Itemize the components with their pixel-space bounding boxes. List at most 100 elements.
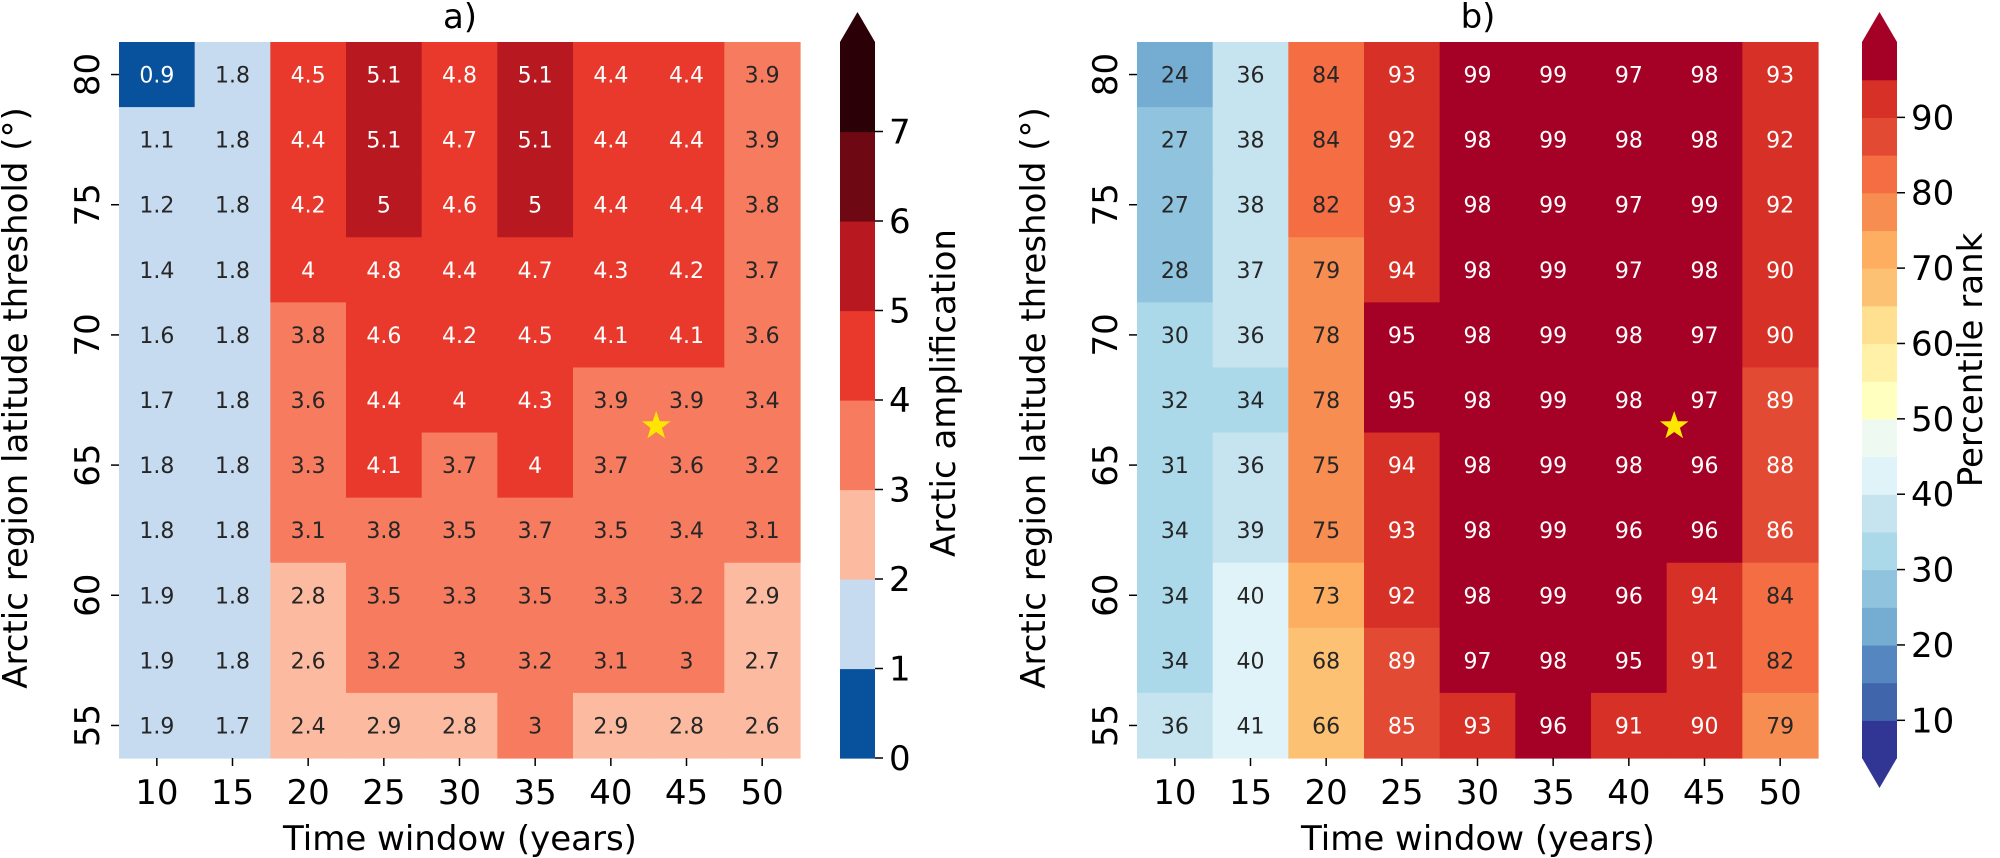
cell-value-label: 99 xyxy=(1539,389,1567,414)
panel-b-xlabel: Time window (years) xyxy=(1300,819,1655,858)
cell-value-label: 68 xyxy=(1312,649,1340,674)
heatmap-cell xyxy=(1137,692,1214,759)
y-tick-label: 70 xyxy=(1086,313,1126,356)
heatmap-cell xyxy=(1742,497,1819,564)
cell-value-label: 1.4 xyxy=(139,259,174,284)
cell-value-label: 90 xyxy=(1766,259,1794,284)
cell-value-label: 98 xyxy=(1615,454,1643,479)
colorbar-tick-label: 4 xyxy=(889,381,911,421)
cell-value-label: 3.5 xyxy=(518,584,553,609)
heatmap-cell xyxy=(1288,367,1365,434)
x-tick-label: 50 xyxy=(1759,773,1802,813)
heatmap-cell xyxy=(1666,107,1743,173)
cell-value-label: 1.8 xyxy=(215,649,250,674)
heatmap-cell xyxy=(346,627,423,694)
x-tick-label: 30 xyxy=(1456,773,1499,813)
heatmap-cell xyxy=(1288,42,1365,108)
heatmap-cell xyxy=(1439,562,1516,629)
cell-value-label: 3.8 xyxy=(291,324,326,349)
cell-value-label: 4.8 xyxy=(366,259,401,284)
cell-value-label: 3.7 xyxy=(518,519,553,544)
colorbar-segment xyxy=(840,310,875,401)
cell-value-label: 3.1 xyxy=(291,519,326,544)
cell-value-label: 3 xyxy=(680,649,694,674)
cell-value-label: 96 xyxy=(1691,519,1719,544)
cell-value-label: 99 xyxy=(1539,129,1567,154)
cell-value-label: 1.8 xyxy=(215,64,250,89)
cell-value-label: 3.1 xyxy=(593,649,628,674)
cell-value-label: 38 xyxy=(1237,194,1265,219)
colorbar-segment xyxy=(1862,494,1897,533)
heatmap-cell xyxy=(1364,562,1441,629)
heatmap-cell xyxy=(648,237,725,303)
heatmap-cell xyxy=(346,692,423,759)
x-tick-label: 40 xyxy=(589,773,632,813)
cell-value-label: 4 xyxy=(453,389,467,414)
colorbar-segment xyxy=(1862,79,1897,118)
heatmap-cell xyxy=(270,237,347,303)
cell-value-label: 82 xyxy=(1766,649,1794,674)
heatmap-cell xyxy=(1666,432,1743,499)
heatmap-cell xyxy=(421,172,498,238)
cell-value-label: 92 xyxy=(1388,129,1416,154)
colorbar-tick-label: 5 xyxy=(889,292,911,332)
cell-value-label: 4.8 xyxy=(442,64,477,89)
heatmap-cell xyxy=(573,107,650,173)
heatmap-cell xyxy=(1439,627,1516,694)
cell-value-label: 3.2 xyxy=(745,454,780,479)
heatmap-cell xyxy=(1288,107,1365,173)
colorbar-segment xyxy=(1862,230,1897,269)
cell-value-label: 4.4 xyxy=(442,259,477,284)
cell-value-label: 1.6 xyxy=(139,324,174,349)
heatmap-cell xyxy=(724,497,801,564)
heatmap-cell xyxy=(194,107,271,173)
heatmap-cell xyxy=(421,42,498,108)
colorbar-segment xyxy=(1862,268,1897,307)
heatmap-cell xyxy=(1364,432,1441,499)
colorbar-tick-label: 20 xyxy=(1911,626,1954,666)
cell-value-label: 5.1 xyxy=(518,129,553,154)
heatmap-cell xyxy=(573,692,650,759)
cell-value-label: 36 xyxy=(1237,64,1265,89)
heatmap-cell xyxy=(1666,42,1743,108)
heatmap-cell xyxy=(270,497,347,564)
heatmap-cell xyxy=(573,562,650,629)
cell-value-label: 2.9 xyxy=(593,714,628,739)
heatmap-cell xyxy=(119,302,196,369)
heatmap-cell xyxy=(573,302,650,369)
heatmap-cell xyxy=(648,432,725,499)
heatmap-cell xyxy=(1137,627,1214,694)
heatmap-cell xyxy=(497,172,574,238)
panel-b-colorbar: 10 20 30 40 50 60 70 80 90 xyxy=(1862,12,1954,788)
cell-value-label: 3.6 xyxy=(291,389,326,414)
colorbar-tick-label: 1 xyxy=(889,650,911,690)
cell-value-label: 99 xyxy=(1464,64,1492,89)
cell-value-label: 36 xyxy=(1161,714,1189,739)
heatmap-cell xyxy=(1212,42,1289,108)
x-tick-label: 25 xyxy=(362,773,405,813)
heatmap-cell xyxy=(1288,627,1365,694)
cell-value-label: 99 xyxy=(1539,259,1567,284)
heatmap-cell xyxy=(421,237,498,303)
cell-value-label: 78 xyxy=(1312,324,1340,349)
cell-value-label: 78 xyxy=(1312,389,1340,414)
panel-b-ylabel: Arctic region latitude threshold (°) xyxy=(1014,107,1054,689)
colorbar-segment xyxy=(1862,305,1897,345)
cell-value-label: 5 xyxy=(377,194,391,219)
cell-value-label: 28 xyxy=(1161,259,1189,284)
cell-value-label: 99 xyxy=(1539,584,1567,609)
heatmap-cell xyxy=(497,367,574,434)
cell-value-label: 3.9 xyxy=(593,389,628,414)
heatmap-cell xyxy=(1212,172,1289,238)
heatmap-cell xyxy=(1212,627,1289,694)
heatmap-cell xyxy=(119,367,196,434)
cell-value-label: 98 xyxy=(1691,259,1719,284)
heatmap-cell xyxy=(1666,172,1743,238)
heatmap-cell xyxy=(573,367,650,434)
heatmap-cell xyxy=(724,302,801,369)
cell-value-label: 1.7 xyxy=(215,714,250,739)
cell-value-label: 4.4 xyxy=(669,64,704,89)
cell-value-label: 98 xyxy=(1539,649,1567,674)
cell-value-label: 3.4 xyxy=(669,519,704,544)
cell-value-label: 98 xyxy=(1615,389,1643,414)
